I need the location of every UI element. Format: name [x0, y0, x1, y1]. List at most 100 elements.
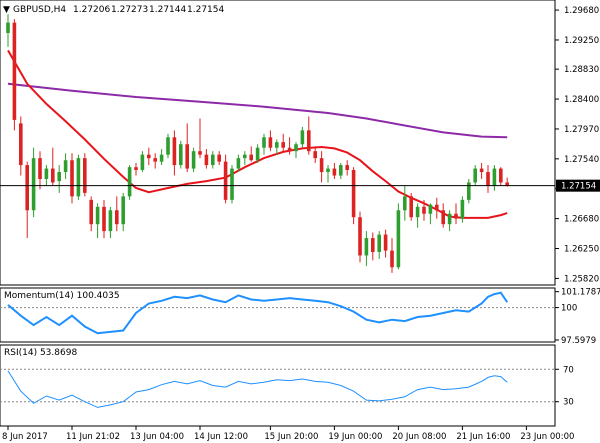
ohlc-open: 1.27206 [73, 5, 110, 15]
candle-bullish [294, 144, 298, 152]
candle-bullish [127, 167, 132, 197]
candle-bullish [159, 154, 164, 162]
candle-bullish [44, 168, 49, 179]
candle-bearish [371, 238, 375, 252]
candle-bearish [287, 147, 292, 152]
candle-bearish [19, 123, 23, 166]
ohlc-low: 1.27144 [149, 5, 186, 15]
momentum-axis-label: 97.5979 [561, 336, 596, 346]
candle-bearish [505, 182, 509, 186]
candle-bullish [211, 154, 215, 166]
candle-bearish [422, 206, 426, 214]
candle-bearish [435, 204, 439, 211]
candle-bullish [396, 210, 401, 268]
time-tick-label: 15 Jun 20:00 [264, 432, 318, 442]
candle-bullish [415, 206, 420, 218]
candle-bullish [243, 154, 247, 159]
time-tick-label: 21 Jun 16:00 [456, 432, 510, 442]
candle-bearish [358, 217, 362, 256]
candle-bearish [313, 151, 317, 159]
candle-bearish [134, 167, 138, 170]
candle-bearish [102, 206, 106, 232]
candle-bearish [383, 234, 388, 251]
candle-bullish [95, 206, 100, 225]
candle-bullish [262, 137, 266, 148]
candle-bearish [83, 158, 87, 193]
candle-bearish [454, 213, 458, 219]
candle-bearish [70, 160, 74, 197]
candles [6, 14, 509, 273]
time-tick-label: 20 Jun 08:00 [392, 432, 446, 442]
candle-bearish [217, 154, 221, 162]
price-tick-label: 1.26250 [564, 245, 599, 255]
candle-bearish [25, 165, 29, 211]
price-tick-label: 1.29680 [564, 6, 599, 16]
candle-bearish [479, 168, 484, 173]
price-tick-label: 1.28400 [564, 95, 599, 105]
time-tick-label: 19 Jun 00:00 [328, 432, 382, 442]
candle-bullish [191, 151, 196, 169]
current-price-label: 1.27154 [561, 182, 596, 192]
price-tick-label: 1.26680 [564, 215, 599, 225]
momentum-pane-frame [0, 287, 556, 343]
price-tick-label: 1.29250 [564, 36, 599, 46]
candle-bearish [441, 210, 445, 225]
price-tick-label: 1.28830 [564, 65, 599, 75]
slow-ma-line [7, 82, 508, 139]
candle-bullish [179, 144, 183, 166]
candle-bullish [166, 137, 170, 155]
momentum-label: Momentum(14) 100.4035 [4, 291, 120, 301]
candle-bearish [89, 199, 93, 225]
candle-bearish [409, 196, 413, 218]
candle-bearish [332, 168, 337, 176]
candle-bullish [326, 168, 330, 173]
candle-bearish [499, 168, 503, 183]
candle-bullish [236, 158, 241, 169]
time-tick-label: 13 Jun 04:00 [130, 432, 184, 442]
ohlc-high: 1.27273 [111, 5, 148, 15]
time-tick-label: 11 Jun 21:02 [66, 432, 120, 442]
candle-bearish [281, 142, 285, 148]
candle-bearish [223, 161, 228, 200]
candle-bullish [428, 204, 433, 214]
rsi-pane-frame [0, 344, 556, 427]
candle-bullish [467, 182, 471, 200]
candle-bullish [63, 160, 68, 173]
candle-bullish [230, 168, 234, 200]
ohlc-close: 1.27154 [187, 5, 224, 15]
candle-bullish [275, 142, 279, 148]
candle-bullish [57, 172, 61, 182]
slow-moving-average [7, 82, 508, 139]
candle-bearish [172, 137, 177, 166]
price-tick-label: 1.25820 [564, 274, 599, 284]
candle-bullish [364, 238, 369, 256]
candle-bearish [319, 158, 324, 173]
candle-bearish [249, 154, 253, 161]
price-tick-label: 1.27540 [564, 155, 599, 165]
candle-bullish [140, 154, 145, 170]
candle-bullish [492, 168, 497, 186]
symbol-label: GBPUSD,H4 [13, 5, 66, 15]
time-tick-label: 14 Jun 12:00 [194, 432, 248, 442]
current-price-box [556, 179, 600, 192]
price-axis: 1.29680 1.29250 1.28830 1.28400 1.27970 1.275… [0, 6, 600, 284]
momentum-axis-label: 101.1787 [561, 288, 600, 298]
candle-bullish [300, 130, 305, 145]
candle-bullish [255, 147, 260, 161]
collapse-triangle-icon[interactable]: ▼ [3, 5, 10, 15]
rsi-axis-label: 70 [563, 365, 574, 375]
candle-bullish [76, 158, 81, 197]
candle-bullish [377, 234, 381, 252]
momentum-axis-label: 100 [561, 304, 577, 314]
candle-bearish [115, 210, 119, 225]
time-tick-label: 8 Jun 2017 [2, 432, 48, 442]
candle-bullish [403, 196, 407, 211]
candle-bearish [185, 144, 189, 169]
candle-bearish [390, 250, 394, 268]
candle-bearish [204, 154, 209, 166]
price-tick-label: 1.27970 [564, 125, 599, 135]
candle-bullish [121, 196, 125, 225]
candle-bullish [31, 158, 36, 211]
candle-bullish [108, 210, 113, 232]
